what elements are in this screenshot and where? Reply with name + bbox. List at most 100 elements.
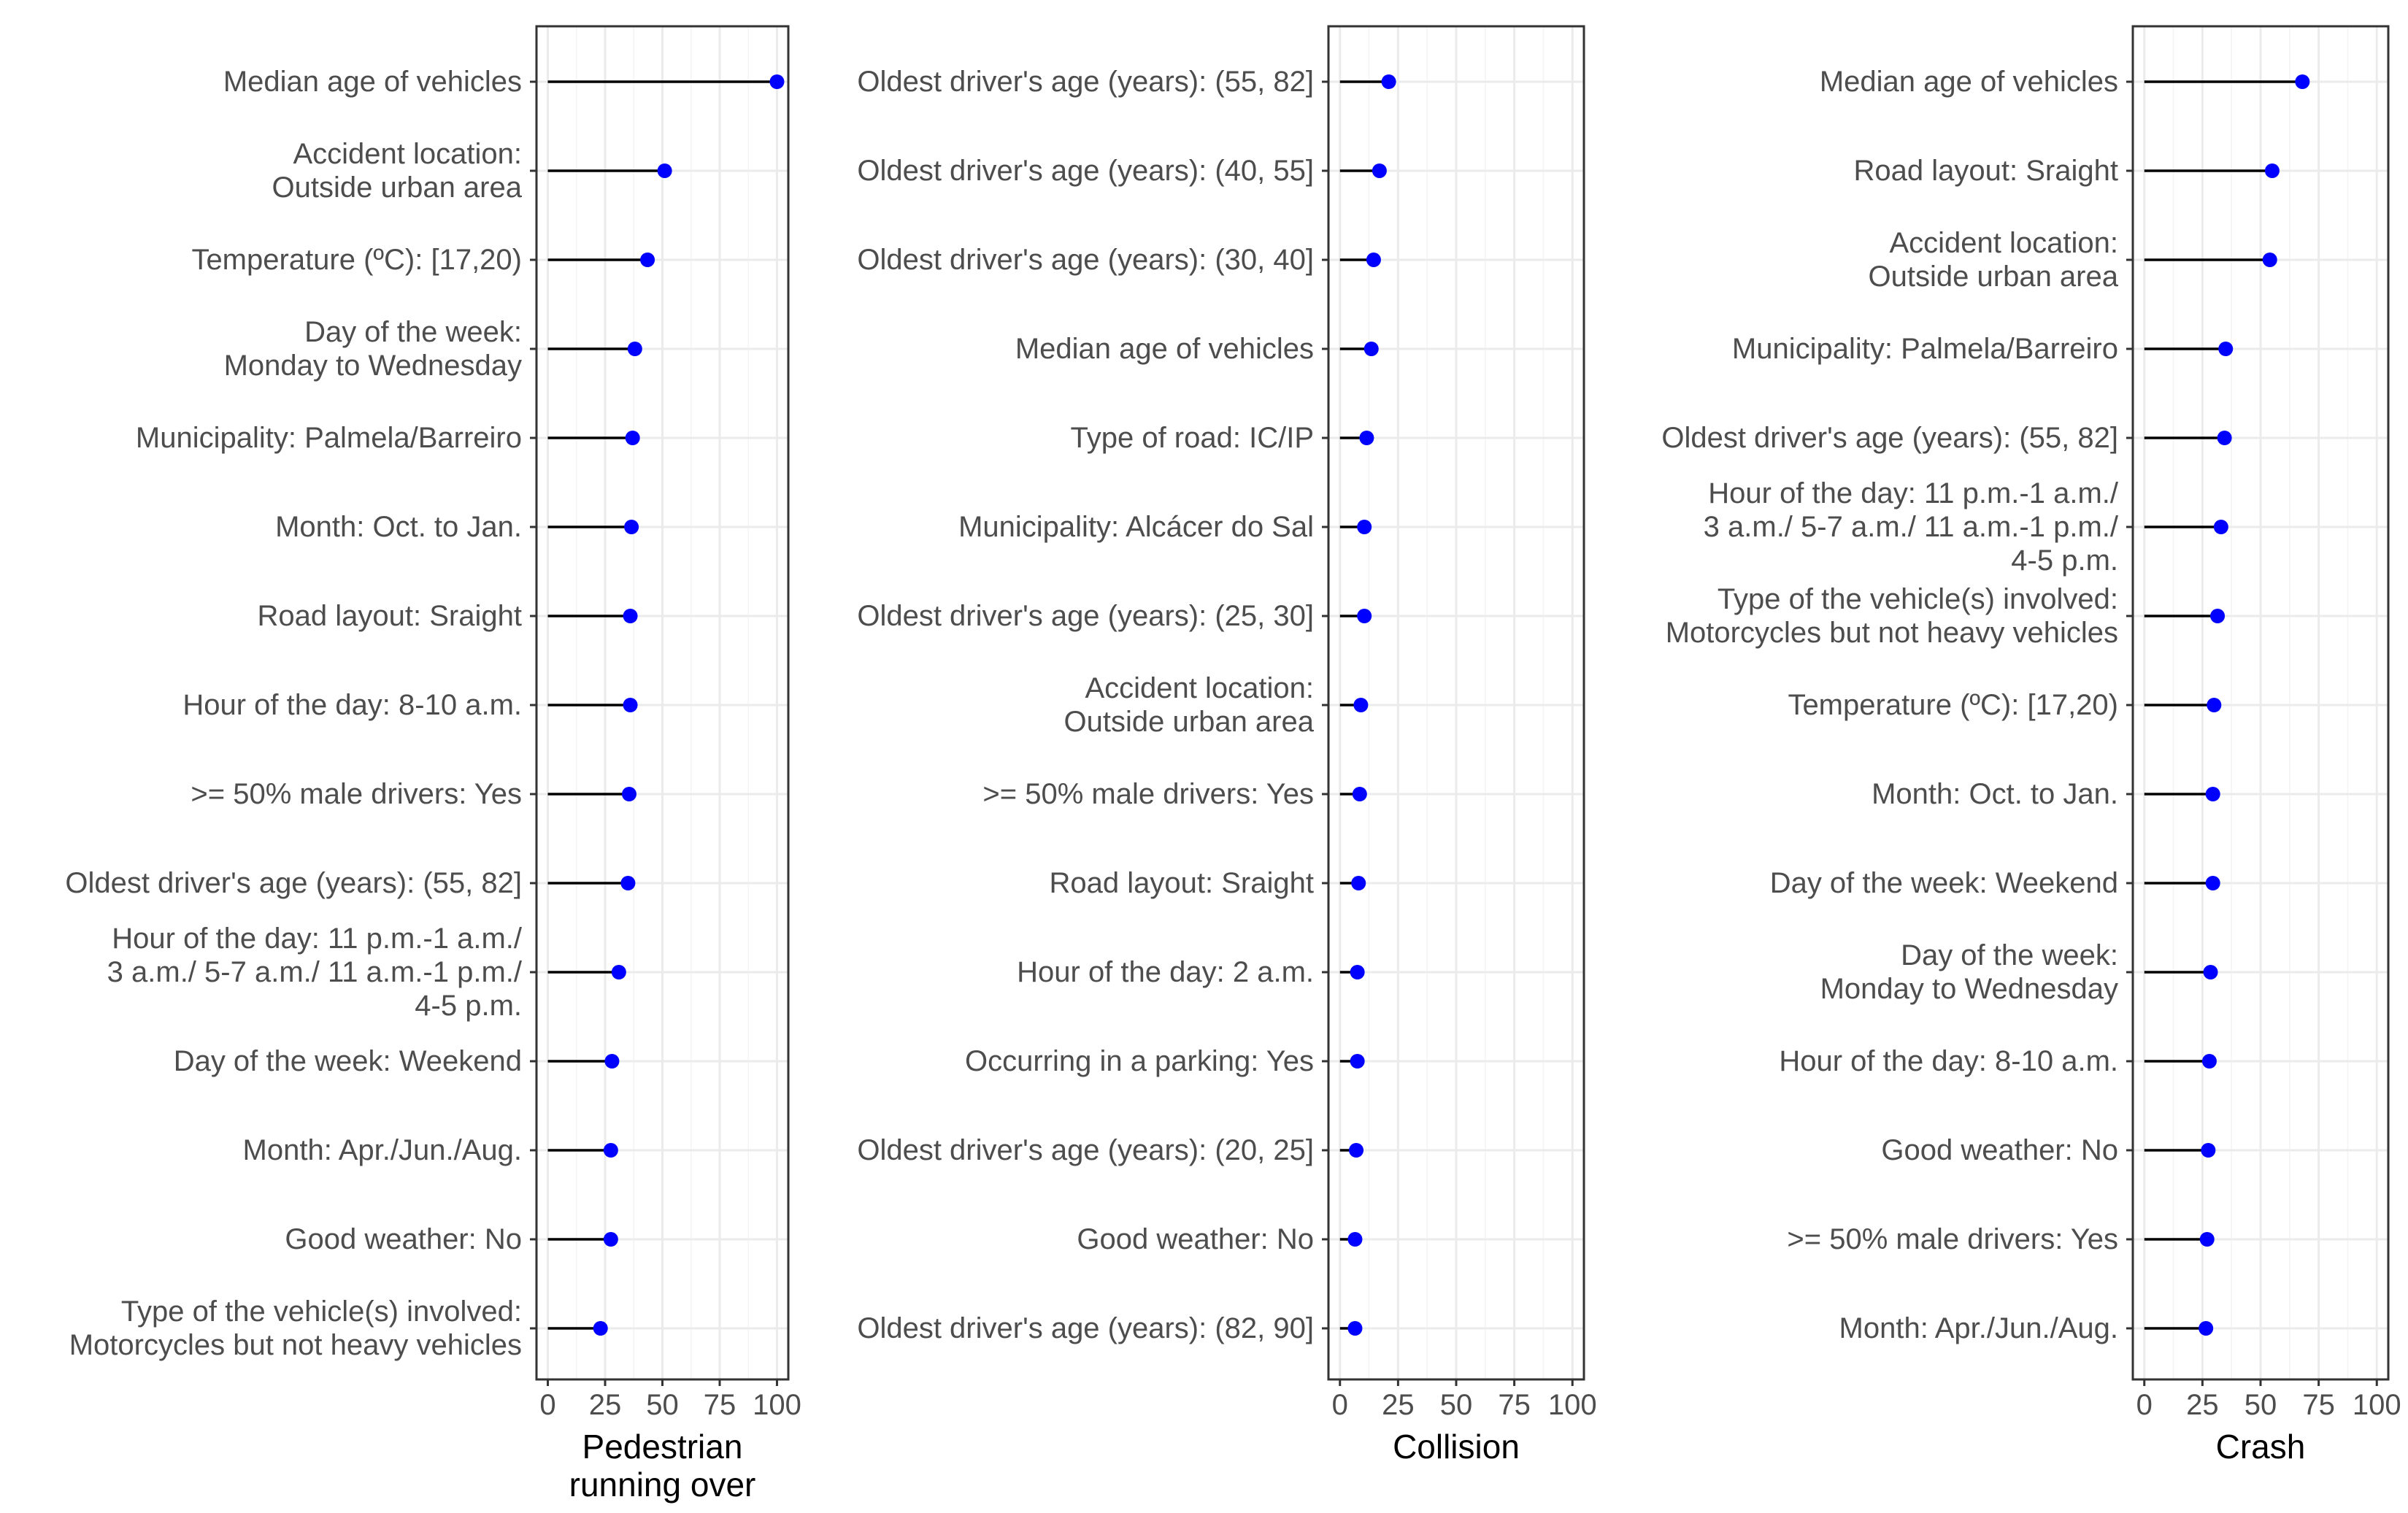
category-label: Good weather: No — [1881, 1134, 2118, 1166]
category-label: Municipality: Palmela/Barreiro — [1732, 333, 2118, 365]
category-label: >= 50% male drivers: Yes — [191, 778, 522, 810]
category-label: Type of road: IC/IP — [1071, 422, 1315, 454]
category-label: Accident location: Outside urban area — [1869, 227, 2119, 293]
category-label: Month: Oct. to Jan. — [275, 511, 522, 543]
category-label: Oldest driver's age (years): (55, 82] — [65, 867, 522, 899]
category-label: Accident location: Outside urban area — [272, 138, 523, 204]
lollipop-point — [627, 342, 642, 356]
panel-pedestrian-running-over: Median age of vehicles Accident location:… — [65, 25, 801, 1504]
category-label: Month: Oct. to Jan. — [1872, 778, 2118, 810]
lollipop-point — [1351, 876, 1366, 890]
panel-collision: Oldest driver's age (years): (55, 82] Old… — [857, 25, 1597, 1466]
category-label: Occurring in a parking: Yes — [965, 1045, 1314, 1077]
category-label: Oldest driver's age (years): (40, 55] — [857, 155, 1314, 187]
category-label: Day of the week: Weekend — [174, 1045, 522, 1077]
lollipop-point — [2201, 1143, 2216, 1158]
category-label: Oldest driver's age (years): (30, 40] — [857, 244, 1314, 276]
lollipop-point — [657, 163, 672, 178]
category-label: Day of the week: Monday to Wednesday — [224, 316, 522, 382]
lollipop-point — [2264, 163, 2280, 178]
lollipop-point — [1357, 609, 1372, 623]
category-label: Day of the week: Weekend — [1770, 867, 2118, 899]
category-label: Median age of vehicles — [1820, 66, 2118, 98]
lollipop-point — [604, 1054, 620, 1069]
category-label: Median age of vehicles — [1015, 333, 1314, 365]
x-tick-label: 50 — [1440, 1389, 1473, 1421]
lollipop-point — [621, 787, 636, 801]
x-tick-label: 0 — [1332, 1389, 1348, 1421]
x-tick-label: 75 — [704, 1389, 736, 1421]
category-label: Type of the vehicle(s) involved: Motorcyc… — [1666, 583, 2118, 649]
category-label: Day of the week: Monday to Wednesday — [1820, 939, 2118, 1005]
category-label: Hour of the day: 2 a.m. — [1017, 956, 1314, 988]
category-label: Temperature (ºC): [17,20) — [1788, 689, 2118, 721]
x-tick-label: 25 — [589, 1389, 622, 1421]
lollipop-point — [2262, 253, 2277, 267]
x-tick-label: 25 — [2186, 1389, 2219, 1421]
lollipop-point — [2210, 609, 2226, 623]
x-axis-title: Crash — [2216, 1428, 2306, 1466]
lollipop-point — [1349, 1143, 1364, 1158]
category-label: Oldest driver's age (years): (55, 82] — [1661, 422, 2118, 454]
lollipop-point — [1352, 787, 1367, 801]
category-label: Type of the vehicle(s) involved: Motorcyc… — [69, 1296, 522, 1361]
lollipop-point — [1347, 1321, 1363, 1336]
lollipop-point — [2207, 698, 2222, 712]
lollipop-point — [2218, 342, 2234, 356]
lollipop-point — [611, 965, 626, 979]
lollipop-point — [2213, 520, 2228, 534]
x-tick-label: 0 — [539, 1389, 555, 1421]
lollipop-point — [1347, 1232, 1363, 1247]
lollipop-point — [623, 698, 638, 712]
lollipop-point — [640, 253, 655, 267]
lollipop-point — [2201, 1054, 2217, 1069]
category-label: >= 50% male drivers: Yes — [982, 778, 1314, 810]
category-label: >= 50% male drivers: Yes — [1787, 1223, 2118, 1255]
lollipop-point — [2217, 431, 2232, 445]
lollipop-point — [2199, 1321, 2214, 1336]
lollipop-point — [1359, 431, 1374, 445]
category-label: Hour of the day: 11 p.m.-1 a.m./3 a.m./ … — [1704, 477, 2119, 577]
lollipop-point — [1350, 1054, 1365, 1069]
x-tick-label: 50 — [2244, 1389, 2277, 1421]
category-label: Oldest driver's age (years): (25, 30] — [857, 600, 1314, 632]
category-label: Oldest driver's age (years): (20, 25] — [857, 1134, 1314, 1166]
x-tick-label: 100 — [1548, 1389, 1597, 1421]
lollipop-point — [593, 1321, 608, 1336]
x-tick-label: 100 — [753, 1389, 801, 1421]
category-label: Road layout: Sraight — [1050, 867, 1314, 899]
category-label: Municipality: Palmela/Barreiro — [136, 422, 522, 454]
category-label: Oldest driver's age (years): (82, 90] — [857, 1312, 1314, 1344]
lollipop-point — [1353, 698, 1369, 712]
lollipop-point — [603, 1232, 618, 1247]
lollipop-point — [620, 876, 636, 890]
category-label: Median age of vehicles — [223, 66, 522, 98]
x-tick-label: 75 — [1498, 1389, 1531, 1421]
x-tick-label: 50 — [646, 1389, 679, 1421]
lollipop-point — [624, 520, 639, 534]
x-axis-title: Pedestrian running over — [569, 1428, 756, 1504]
category-label: Municipality: Alcácer do Sal — [958, 511, 1314, 543]
category-label: Road layout: Sraight — [1854, 155, 2118, 187]
x-axis-title: Collision — [1393, 1428, 1520, 1466]
lollipop-point — [2205, 787, 2220, 801]
panel-crash: Median age of vehicles Road layout: Sraig… — [1661, 25, 2401, 1466]
category-label: Month: Apr./Jun./Aug. — [1839, 1312, 2118, 1344]
category-label: Hour of the day: 8-10 a.m. — [1779, 1045, 2118, 1077]
lollipop-point — [1363, 342, 1379, 356]
category-label: Hour of the day: 11 p.m.-1 a.m./3 a.m./ … — [107, 923, 523, 1022]
lollipop-point — [1381, 74, 1396, 89]
category-label: Temperature (ºC): [17,20) — [191, 244, 522, 276]
category-label: Accident location: Outside urban area — [1064, 672, 1315, 738]
category-label: Good weather: No — [285, 1223, 522, 1255]
category-label: Road layout: Sraight — [258, 600, 522, 632]
lollipop-point — [769, 74, 785, 89]
x-tick-label: 0 — [2136, 1389, 2153, 1421]
lollipop-point — [2199, 1232, 2215, 1247]
category-label: Month: Apr./Jun./Aug. — [243, 1134, 522, 1166]
lollipop-point — [2205, 876, 2220, 890]
x-tick-label: 100 — [2353, 1389, 2401, 1421]
lollipop-point — [625, 431, 640, 445]
lollipop-point — [1366, 253, 1381, 267]
